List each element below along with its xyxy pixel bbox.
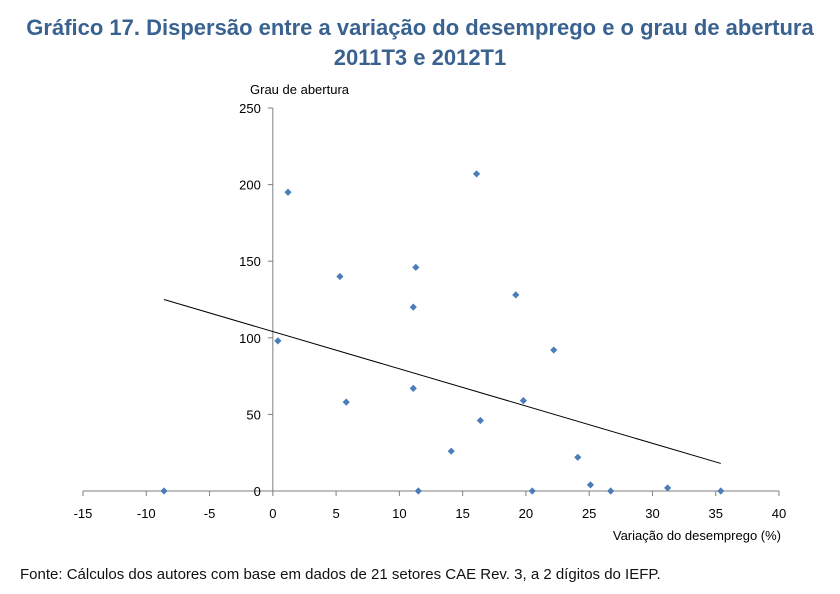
x-tick-labels: -15 -10 -5 0 5 10 15 20 25 30 35 40: [74, 506, 787, 521]
data-point: [472, 170, 481, 178]
data-point: [274, 337, 282, 345]
chart-title-line2: 2011T3 e 2012T1: [333, 45, 507, 70]
data-point: [412, 263, 420, 271]
data-point: [664, 484, 672, 492]
y-tick-label: 250: [239, 101, 261, 116]
y-tick-label: 150: [239, 254, 261, 269]
y-tick-label: 100: [239, 331, 261, 346]
y-tick-label: 0: [254, 484, 261, 499]
data-point: [160, 487, 168, 495]
data-point: [512, 291, 520, 299]
data-point: [409, 384, 417, 392]
y-tick-label: 200: [239, 178, 261, 193]
x-tick-label: -10: [137, 506, 156, 521]
source-note: Fonte: Cálculos dos autores com base em …: [20, 566, 661, 583]
x-tick-label: 30: [645, 506, 659, 521]
x-tick-label: 0: [269, 506, 276, 521]
x-tick-label: 5: [332, 506, 339, 521]
data-point: [550, 346, 558, 354]
data-points: [160, 170, 725, 495]
data-point: [717, 487, 725, 495]
x-axis-label: Variação do desemprego (%): [613, 528, 781, 543]
data-point: [528, 487, 536, 495]
x-tick-label: 40: [772, 506, 786, 521]
x-tick-label: -5: [204, 506, 216, 521]
data-point: [409, 303, 417, 311]
x-tick-label: 35: [708, 506, 722, 521]
data-point: [574, 453, 582, 461]
chart-title-line1: Gráfico 17. Dispersão entre a variação d…: [26, 15, 814, 40]
data-point: [336, 272, 344, 281]
trendline: [163, 299, 721, 464]
data-point: [414, 487, 422, 495]
x-tick-label: -15: [74, 506, 93, 521]
y-axis-label: Grau de abertura: [250, 82, 350, 97]
x-tick-label: 10: [392, 506, 406, 521]
data-point: [519, 397, 527, 405]
y-tick-label: 50: [246, 407, 260, 422]
data-point: [476, 416, 484, 425]
data-point: [447, 447, 455, 455]
data-point: [586, 481, 595, 489]
x-tick-label: 25: [582, 506, 596, 521]
y-tick-labels: 0 50 100 150 200 250: [239, 101, 261, 499]
data-point: [342, 398, 350, 406]
x-tick-label: 20: [519, 506, 533, 521]
data-point: [607, 487, 615, 495]
axes: [82, 107, 780, 496]
x-tick-label: 15: [455, 506, 469, 521]
data-point: [284, 188, 292, 196]
